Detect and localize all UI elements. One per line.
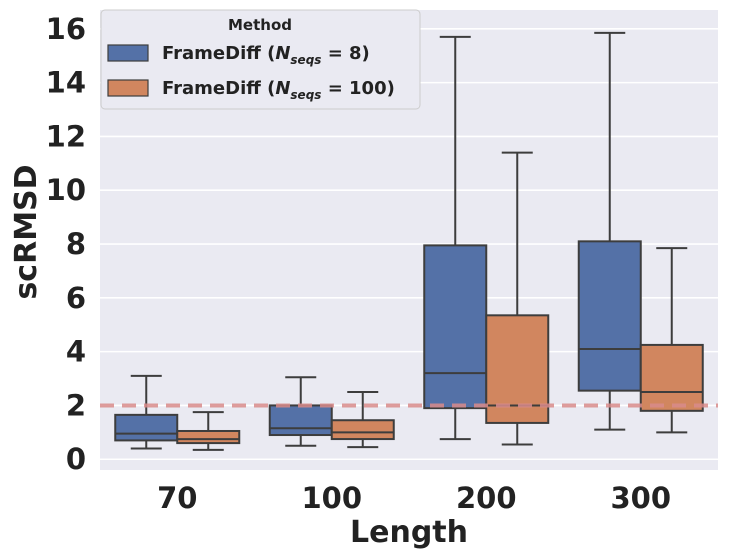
y-tick-labels: 0 2 4 6 8 10 12 14 16	[46, 12, 86, 476]
box-1-200	[423, 35, 488, 441]
y-axis-label: scRMSD	[9, 164, 44, 299]
box-body	[485, 314, 550, 424]
y-tick-label: 14	[46, 66, 86, 100]
legend-title: Method	[228, 16, 292, 34]
y-tick-label: 16	[46, 12, 86, 46]
box-body	[639, 343, 704, 412]
legend-label-subscript: seqs	[290, 88, 321, 102]
legend-label-main: FrameDiff (	[162, 43, 275, 64]
legend-label-subscript: seqs	[290, 53, 321, 67]
x-tick-label: 200	[456, 481, 517, 515]
box-body	[268, 404, 333, 437]
box-body	[114, 413, 179, 442]
box-body	[577, 240, 642, 392]
y-tick-label: 8	[66, 227, 86, 261]
box-1-70	[114, 374, 179, 450]
y-tick-label: 12	[46, 119, 86, 153]
x-tick-label: 100	[301, 481, 362, 515]
y-tick-label: 6	[66, 281, 86, 315]
box-2-300	[639, 247, 704, 434]
legend-label-series-1: FrameDiff (Nseqs = 8)	[162, 43, 370, 67]
box-2-100	[330, 390, 395, 449]
y-tick-label: 10	[46, 173, 86, 207]
y-tick-label: 0	[66, 442, 86, 476]
box-body	[176, 429, 241, 445]
legend-label-math-n: N	[275, 43, 290, 64]
legend-label-series-2: FrameDiff (Nseqs = 100)	[162, 78, 395, 102]
legend-label-value: = 8)	[321, 43, 369, 64]
x-tick-labels: 70 100 200 300	[157, 481, 671, 515]
x-tick-label: 300	[610, 481, 671, 515]
legend-frame	[100, 9, 421, 110]
legend-swatch-series-1	[107, 44, 149, 62]
y-tick-label: 4	[66, 335, 86, 369]
box-2-70	[176, 411, 241, 451]
box-1-300	[577, 31, 642, 431]
legend: Method FrameDiff (Nseqs = 8) FrameDiff (…	[100, 9, 421, 110]
x-axis-label: Length	[350, 515, 468, 550]
y-tick-label: 2	[66, 388, 86, 422]
legend-label-math-n: N	[275, 78, 290, 99]
box-body	[330, 419, 395, 441]
legend-swatch-series-2	[107, 79, 149, 97]
box-body	[423, 244, 488, 410]
x-tick-label: 70	[157, 481, 197, 515]
legend-label-value: = 100)	[321, 78, 394, 99]
legend-label-main: FrameDiff (	[162, 78, 275, 99]
